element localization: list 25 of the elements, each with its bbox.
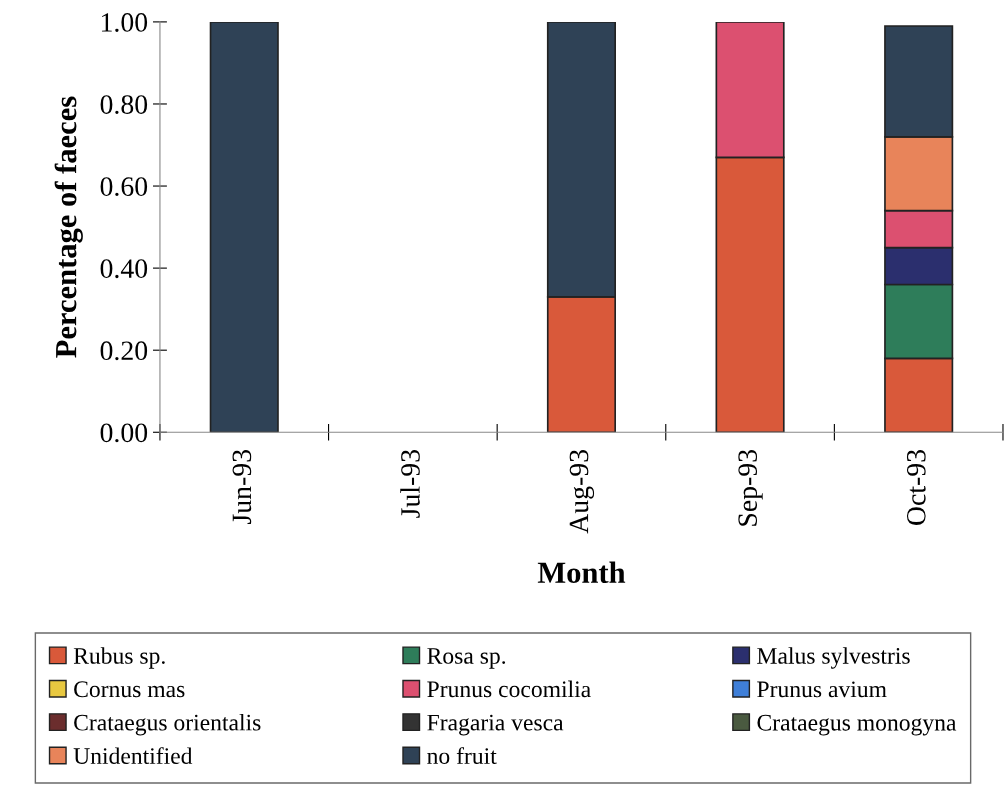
y-tick-label: 0.00 (100, 423, 148, 443)
x-axis-title: Month (537, 561, 626, 584)
bar (209, 21, 279, 433)
legend-label: Cornus mas (74, 681, 185, 698)
x-tick-label: Jun-93 (232, 450, 252, 524)
y-tick-label: 0.40 (100, 259, 148, 279)
y-axis-title: Percentage of faeces (54, 96, 83, 358)
y-tick-label: 0.80 (100, 95, 148, 114)
y-tick-label: 0.60 (100, 177, 148, 197)
x-tick-label: Sep-93 (738, 450, 763, 526)
legend-label: no fruit (427, 747, 497, 765)
x-tick-label: Oct-93 (906, 450, 926, 525)
legend-label: Fragaria vesca (427, 714, 564, 736)
legend-label: Prunus cocomilia (427, 680, 591, 698)
legend-label: Crataegus orientalis (74, 713, 261, 736)
y-tick-label: 0.20 (100, 341, 148, 361)
legend-label: Rosa sp. (427, 648, 506, 669)
x-tick-label: Aug-93 (569, 450, 595, 534)
x-tick-label: Jul-93 (400, 450, 420, 518)
legend-label: Prunus avium (757, 681, 887, 698)
legend-label: Malus sylvestris (757, 647, 910, 669)
y-tick-label: 1.00 (101, 13, 148, 32)
legend-label: Rubus sp. (73, 647, 165, 669)
legend-label: Unidentified (73, 747, 193, 765)
legend-label: Crataegus monogyna (757, 714, 957, 736)
